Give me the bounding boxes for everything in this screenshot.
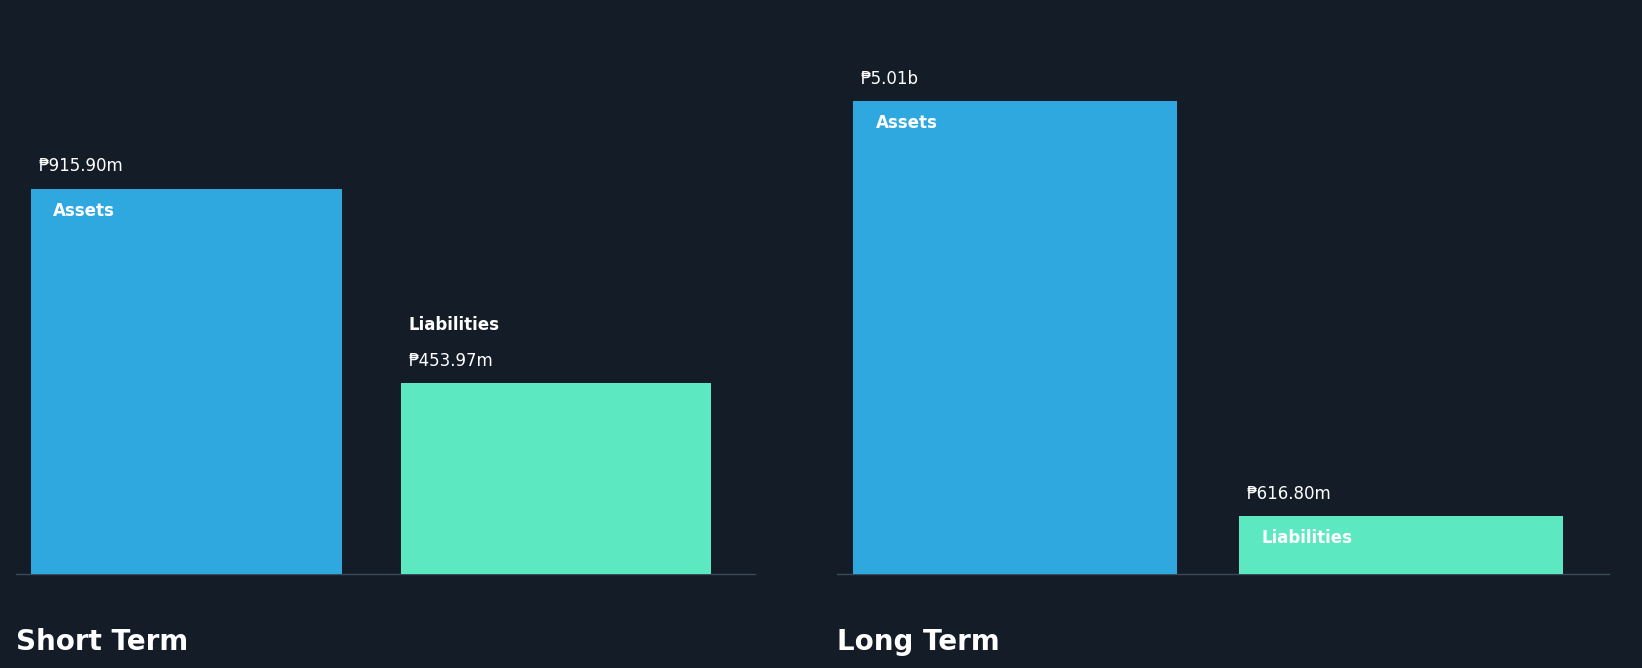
Bar bbox=[1238, 516, 1563, 574]
Text: Assets: Assets bbox=[54, 202, 115, 220]
Text: ₱453.97m: ₱453.97m bbox=[409, 352, 493, 370]
Text: ₱915.90m: ₱915.90m bbox=[39, 158, 123, 176]
Bar bbox=[401, 383, 711, 574]
Text: ₱5.01b: ₱5.01b bbox=[860, 69, 918, 88]
Text: ₱616.80m: ₱616.80m bbox=[1246, 485, 1332, 503]
Text: Long Term: Long Term bbox=[837, 628, 1000, 656]
Bar bbox=[852, 101, 1177, 574]
Text: Assets: Assets bbox=[877, 114, 938, 132]
Bar bbox=[31, 188, 342, 574]
Text: Liabilities: Liabilities bbox=[1263, 529, 1353, 547]
Text: Short Term: Short Term bbox=[16, 628, 189, 656]
Text: Liabilities: Liabilities bbox=[409, 316, 499, 334]
